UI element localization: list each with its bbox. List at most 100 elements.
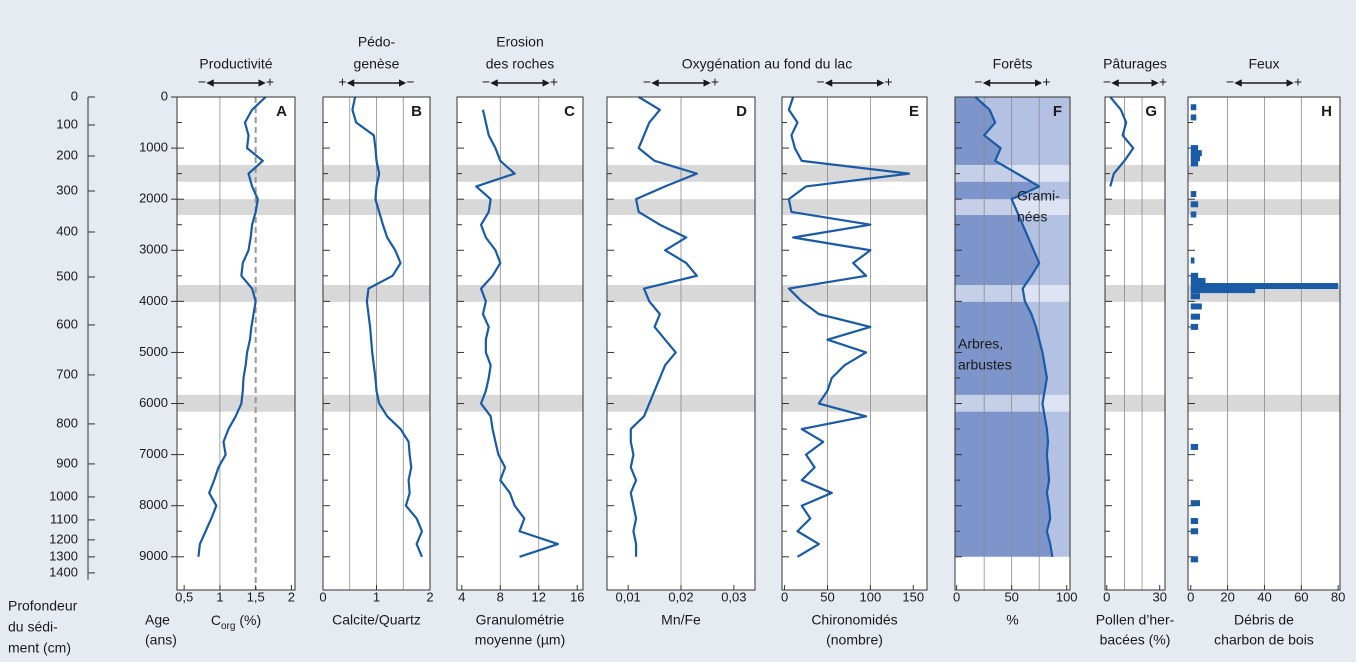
highlight-band [1188, 394, 1340, 412]
arrow-right-sign: + [266, 74, 274, 90]
depth-tick-label: 500 [56, 268, 78, 283]
panel: E 0 50 100 150 Chironomidés (nombre) − + [781, 74, 928, 648]
x-axis-label: % [1006, 612, 1018, 628]
panel-letter: H [1321, 103, 1332, 120]
arrow-right-sign: + [711, 74, 719, 90]
depth-tick-label: 600 [56, 316, 78, 331]
x-axis-label: Mn/Fe [661, 612, 701, 628]
panel-letter: E [909, 103, 919, 120]
charcoal-bar [1190, 313, 1200, 320]
highlight-band [1105, 285, 1165, 302]
charcoal-bar [1190, 191, 1197, 198]
panel-heading: Pâturages [1103, 56, 1167, 72]
x-axis-label: (nombre) [826, 632, 883, 648]
x-tick-label: 1 [216, 589, 223, 604]
profile-line [787, 96, 911, 558]
panel: B 0 1 2 Calcite/Quartz Pédo-genèse + − [319, 34, 433, 628]
profile-line [475, 109, 560, 558]
panel-heading: Oxygénation au fond du lac [682, 56, 852, 72]
age-tick-label: 4000 [139, 293, 168, 308]
x-axis-label: moyenne (µm) [475, 632, 566, 648]
highlight-band [177, 285, 295, 302]
panel-heading: genèse [354, 56, 400, 72]
panel: G 0 30 Pollen d’her-bacées (%) Pâturages − + [1096, 56, 1175, 648]
profile-line [351, 96, 424, 558]
age-tick-label: 5000 [139, 344, 168, 359]
depth-label: ment (cm) [8, 640, 71, 656]
arrow-right-sign: + [1294, 74, 1302, 90]
panel: H 0 20 40 60 80 Débris de charbon de bois Feux− + [1187, 56, 1345, 648]
panel-letter: F [1053, 103, 1062, 120]
x-axis-label: Calcite/Quartz [332, 612, 421, 628]
depth-tick-label: 1100 [50, 511, 78, 526]
arrow-left-sign: − [198, 74, 206, 90]
charcoal-bar [1190, 201, 1199, 208]
arrow-left-sign: − [816, 74, 824, 90]
x-axis-label: bacées (%) [1100, 632, 1171, 648]
highlight-band [782, 394, 927, 412]
charcoal-bar [1190, 556, 1199, 563]
highlight-band [955, 285, 1070, 302]
x-axis-label: Débris de [1234, 612, 1294, 628]
charcoal-bar [1190, 303, 1202, 310]
profile-line [197, 96, 267, 557]
x-tick-label: 60 [1294, 589, 1308, 604]
panel-heading: Productivité [199, 56, 272, 72]
highlight-band [955, 164, 1070, 182]
highlight-band [955, 199, 1070, 216]
x-tick-label: 0 [953, 589, 960, 604]
panel: D 0,01 0,02 0,03 Mn/Fe Oxygénation au fond du… [606, 56, 852, 628]
arrow-left-sign: − [974, 74, 982, 90]
panel-heading: des roches [486, 56, 554, 72]
charcoal-bar [1190, 257, 1195, 264]
arrow-left-sign: − [1103, 74, 1111, 90]
depth-tick-label: 100 [56, 116, 78, 131]
depth-tick-label: 1400 [49, 564, 78, 579]
x-tick-label: 0,02 [668, 589, 693, 604]
area-annotation: Grami- [1017, 188, 1060, 204]
panel: C 4 8 12 16 Granulométrie moyenne (µm) Erosion d… [456, 34, 584, 648]
depth-tick-label: 800 [56, 415, 78, 430]
depth-label: du sédi- [8, 619, 58, 635]
age-tick-label: 2000 [139, 191, 168, 206]
highlight-band [1188, 199, 1340, 216]
age-tick-label: 1000 [139, 140, 168, 155]
depth-tick-label: 900 [56, 455, 78, 470]
charcoal-bar [1190, 211, 1197, 218]
highlight-band [457, 164, 583, 182]
x-axis-label: Chironomidés [811, 612, 897, 628]
age-tick-label: 9000 [139, 548, 168, 563]
depth-tick-label: 200 [56, 147, 78, 162]
highlight-band [457, 199, 583, 216]
charcoal-bar [1190, 323, 1199, 330]
x-tick-label: 30 [1152, 589, 1166, 604]
x-tick-label: 0 [1187, 589, 1194, 604]
age-label: (ans) [145, 632, 177, 648]
x-tick-label: 4 [458, 589, 465, 604]
charcoal-bar [1190, 272, 1199, 279]
panel-letter: D [736, 103, 747, 120]
x-axis-label: Pollen d’her- [1096, 612, 1175, 628]
charcoal-bar [1190, 145, 1199, 152]
label-part: (%) [235, 612, 261, 628]
x-tick-label: 1 [373, 589, 380, 604]
x-tick-label: 0,5 [175, 589, 193, 604]
charcoal-bar [1190, 150, 1202, 157]
label-part: C [211, 612, 221, 628]
highlight-band [177, 164, 295, 182]
arrow-right-sign: + [550, 74, 558, 90]
panel-frame [176, 96, 296, 591]
x-tick-label: 2 [288, 589, 295, 604]
age-tick-label: 0 [161, 88, 168, 103]
profile-line [629, 96, 698, 557]
arrow-right-sign: + [1042, 74, 1050, 90]
x-tick-label: 40 [1257, 589, 1271, 604]
x-axis-label: Granulométrie [476, 612, 565, 628]
charcoal-bar [1190, 283, 1339, 290]
highlight-band [1105, 394, 1165, 412]
x-tick-label: 0,01 [615, 589, 640, 604]
highlight-band [782, 164, 927, 182]
x-tick-label: 150 [902, 589, 924, 604]
panel-frame [456, 96, 584, 591]
